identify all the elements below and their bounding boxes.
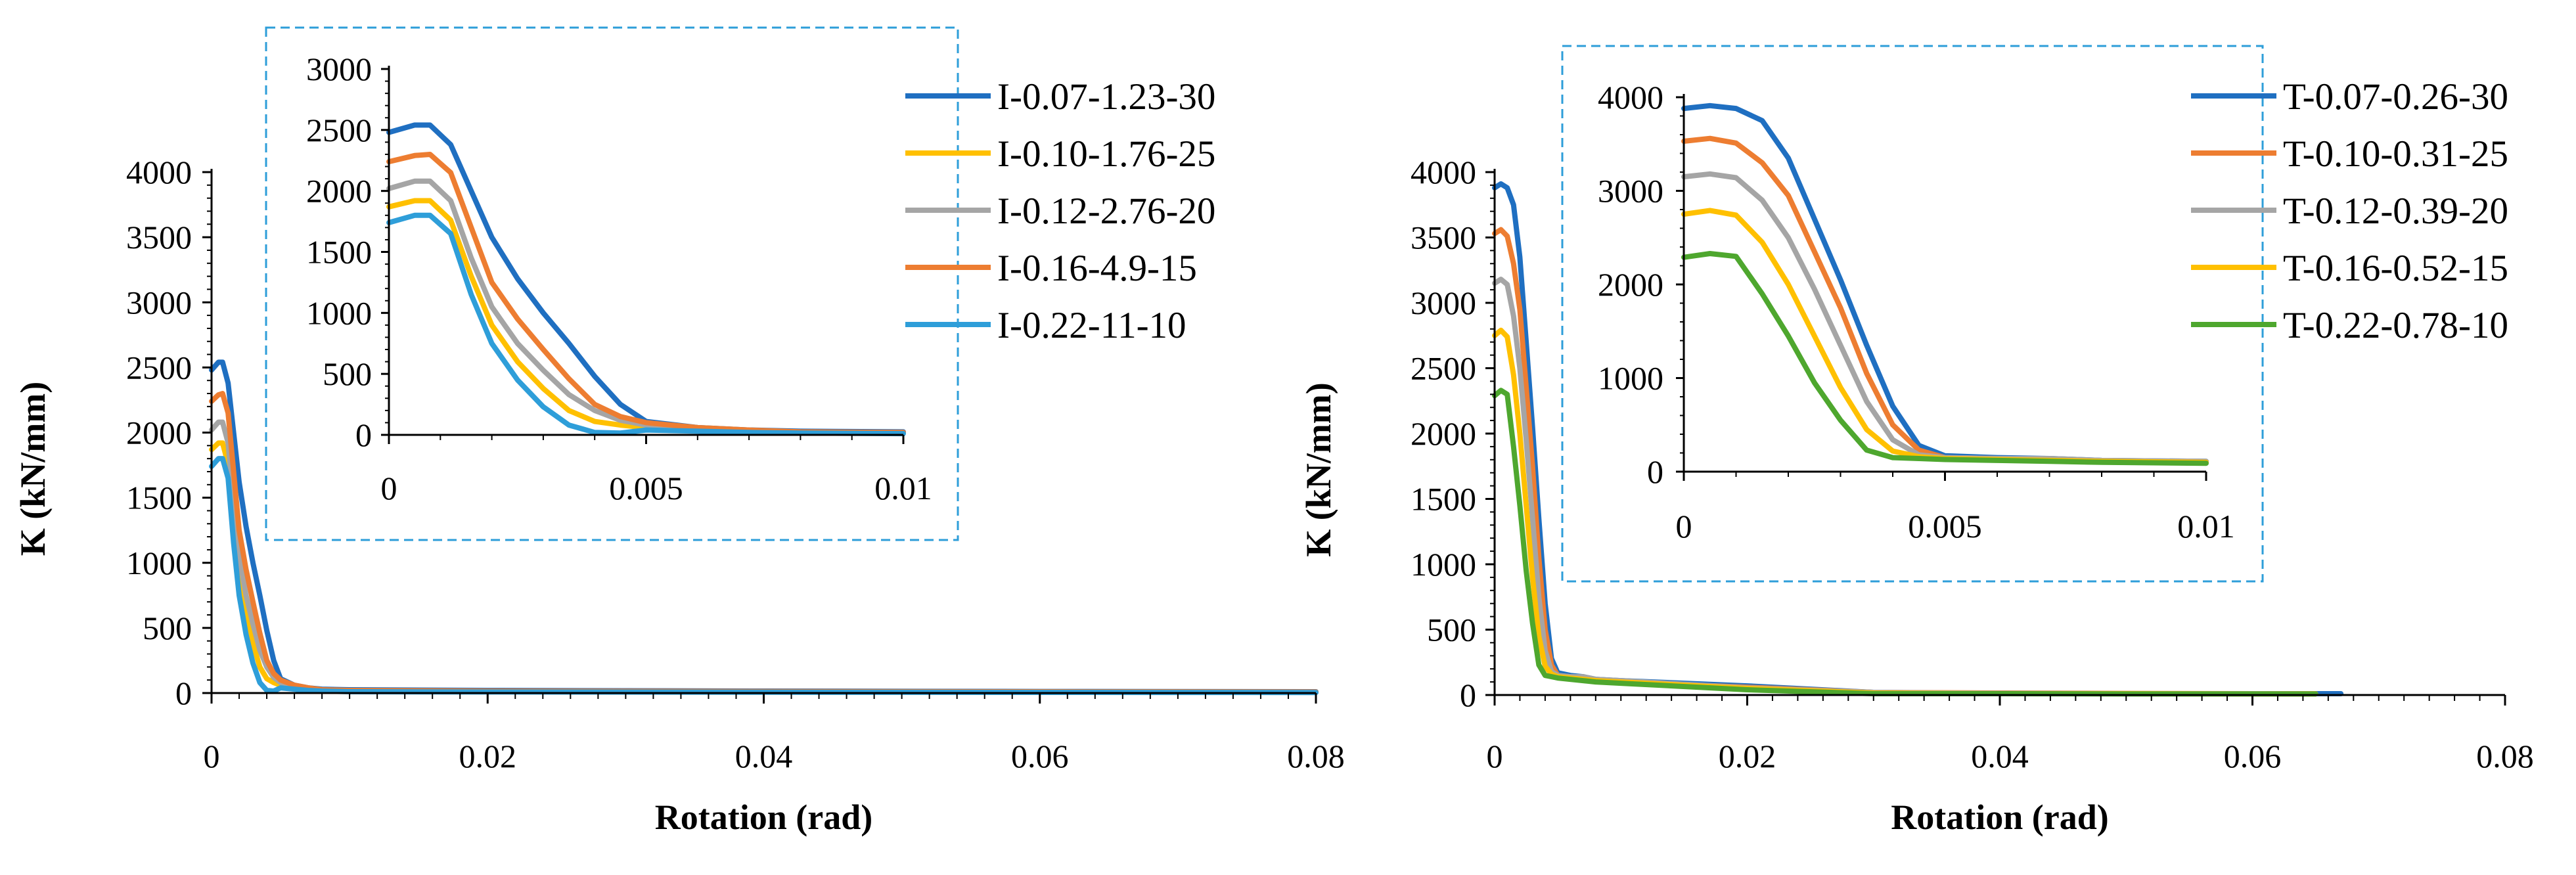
y-tick-label: 1000 xyxy=(126,545,192,581)
inset-series-line-T-0.12-0.39-20 xyxy=(1681,171,2209,464)
inset-y-tick-label: 1000 xyxy=(306,294,372,331)
x-tick-label: 0.08 xyxy=(1287,738,1345,774)
inset-y-tick-label: 2000 xyxy=(1598,266,1663,303)
y-tick-label: 1500 xyxy=(1411,481,1476,518)
series-line-T-0.07-0.26-30 xyxy=(1492,181,2344,696)
x-axis-title: Rotation (rad) xyxy=(1891,797,2108,837)
y-tick-label: 0 xyxy=(175,675,192,711)
legend-label: T-0.16-0.52-15 xyxy=(2283,248,2508,289)
inset-y-tick-label: 0 xyxy=(355,416,372,453)
y-tick-label: 500 xyxy=(143,610,192,646)
legend-label: T-0.10-0.31-25 xyxy=(2283,133,2508,175)
legend-label: I-0.16-4.9-15 xyxy=(997,248,1197,289)
inset-x-tick-label: 0.01 xyxy=(2177,508,2235,545)
series-line-I-0.16-4.9-15 xyxy=(209,391,1319,695)
x-tick-label: 0.06 xyxy=(1011,738,1069,774)
inset-y-tick-label: 0 xyxy=(1647,453,1663,490)
chart-left: 0 500 1000 1500 2000 2500 3000 3500 4000 0 0.02 0.0… xyxy=(13,26,1345,837)
series-line-T-0.12-0.39-20 xyxy=(1492,277,2318,697)
y-tick-label: 3500 xyxy=(1411,219,1476,256)
inset-x-tick-label: 0 xyxy=(1676,508,1692,545)
y-axis-title: K (kN/mm) xyxy=(13,382,53,556)
y-tick-label: 3500 xyxy=(126,219,192,256)
series-line-I-0.07-1.23-30 xyxy=(209,359,1319,694)
inset-y-tick-label: 2000 xyxy=(306,173,372,210)
legend-label: T-0.07-0.26-30 xyxy=(2283,76,2508,118)
y-tick-label: 4000 xyxy=(126,154,192,191)
inset-plot-series xyxy=(386,122,906,437)
series-line-I-0.12-2.76-20 xyxy=(209,419,1319,695)
legend-label: I-0.07-1.23-30 xyxy=(997,76,1215,118)
inset-y-tick-label: 3000 xyxy=(306,51,372,87)
series-line-I-0.10-1.76-25 xyxy=(209,440,1319,695)
x-tick-label: 0.04 xyxy=(735,738,793,774)
legend-label: I-0.12-2.76-20 xyxy=(997,191,1215,232)
main-plot-series xyxy=(1492,181,2344,697)
legend: I-0.07-1.23-30 I-0.10-1.76-25 I-0.12-2.76-… xyxy=(905,76,1215,346)
y-tick-label: 3000 xyxy=(126,284,192,321)
y-tick-label: 2000 xyxy=(126,415,192,451)
chart-right: 0 500 1000 1500 2000 2500 3000 3500 4000 0 0.02 0.0… xyxy=(1299,45,2534,837)
inset-y-tick-label: 3000 xyxy=(1598,173,1663,210)
y-tick-label: 2000 xyxy=(1411,415,1476,452)
y-tick-label: 1500 xyxy=(126,480,192,516)
y-tick-label: 0 xyxy=(1460,677,1476,713)
y-tick-label: 4000 xyxy=(1411,154,1476,191)
x-tick-label: 0.04 xyxy=(1971,738,2029,774)
inset-x-tick-label: 0.005 xyxy=(609,470,683,506)
x-tick-label: 0 xyxy=(1487,738,1503,774)
inset-frame xyxy=(265,26,959,541)
x-tick-label: 0.02 xyxy=(459,738,517,774)
y-tick-label: 2500 xyxy=(1411,350,1476,387)
inset-y-tick-label: 1500 xyxy=(306,234,372,271)
inset-y-tick-label: 2500 xyxy=(306,112,372,148)
legend-label: T-0.12-0.39-20 xyxy=(2283,191,2508,232)
inset-series-line-T-0.16-0.52-15 xyxy=(1681,208,2209,465)
legend-label: I-0.22-11-10 xyxy=(997,305,1186,346)
y-tick-label: 500 xyxy=(1427,612,1476,648)
series-line-T-0.22-0.78-10 xyxy=(1492,388,2318,697)
inset-series-line-I-0.16-4.9-15 xyxy=(386,152,906,436)
inset-plot-series xyxy=(1681,102,2209,466)
y-tick-label: 1000 xyxy=(1411,546,1476,583)
inset-y-tick-label: 500 xyxy=(323,355,372,392)
inset-x-tick-label: 0.005 xyxy=(1908,508,1982,545)
y-tick-label: 3000 xyxy=(1411,284,1476,321)
x-tick-label: 0 xyxy=(204,738,220,774)
inset-series-line-T-0.07-0.26-30 xyxy=(1681,102,2209,464)
inset-series-line-T-0.22-0.78-10 xyxy=(1681,251,2209,466)
x-tick-label: 0.02 xyxy=(1719,738,1776,774)
series-line-I-0.22-11-10 xyxy=(209,456,1319,696)
inset-series-line-I-0.10-1.76-25 xyxy=(386,198,906,436)
x-axis-title: Rotation (rad) xyxy=(655,797,872,837)
x-tick-label: 0.06 xyxy=(2224,738,2282,774)
x-tick-label: 0.08 xyxy=(2476,738,2534,774)
y-axis-title: K (kN/mm) xyxy=(1299,382,1338,556)
inset-x-tick-label: 0.01 xyxy=(874,470,932,506)
inset-series-line-I-0.22-11-10 xyxy=(386,212,906,437)
inset-y-tick-label: 1000 xyxy=(1598,360,1663,397)
main-plot-series xyxy=(209,359,1319,696)
inset-y-tick-label: 4000 xyxy=(1598,79,1663,116)
inset-x-tick-label: 0 xyxy=(381,470,397,506)
inset-frame xyxy=(1561,45,2264,583)
inset-series-line-T-0.10-0.31-25 xyxy=(1681,135,2209,465)
legend-label: I-0.10-1.76-25 xyxy=(997,133,1215,175)
y-tick-label: 2500 xyxy=(126,349,192,386)
legend-label: T-0.22-0.78-10 xyxy=(2283,305,2508,346)
legend: T-0.07-0.26-30 T-0.10-0.31-25 T-0.12-0.39-… xyxy=(2191,76,2508,346)
